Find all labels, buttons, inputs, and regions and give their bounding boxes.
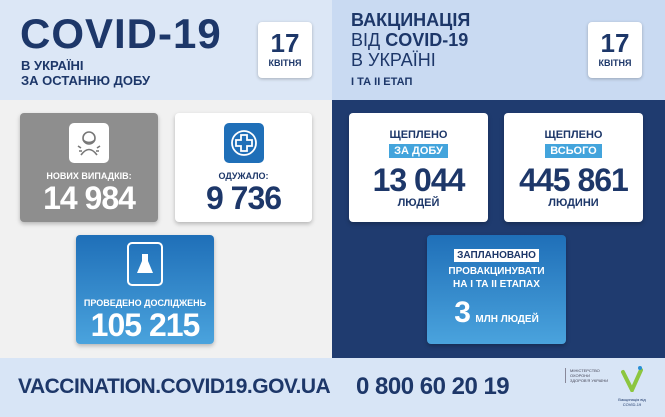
tests-value: 105 215 [90,307,201,343]
vacc-daily-card: ЩЕПЛЕНО ЗА ДОБУ 13 044 ЛЮДЕЙ [349,113,488,222]
date-day: 17 [600,28,630,58]
vacc-daily-label: ЩЕПЛЕНО [389,129,448,141]
date-badge-right: 17 КВІТНЯ [588,22,642,78]
vacc-planned-card: ЗАПЛАНОВАНО ПРОВАКЦИНУВАТИ НА І ТА ІІ ЕТ… [427,235,566,344]
vacc-planned-tag: ЗАПЛАНОВАНО [454,249,539,262]
subtitle-ukraine: В УКРАЇНІ [21,58,84,73]
new-cases-label: НОВИХ ВИПАДКІВ: [46,171,132,181]
vacc-daily-unit: ЛЮДЕЙ [397,197,440,209]
vacc-daily-value: 13 044 [372,162,466,198]
subtitle-last-day: ЗА ОСТАННЮ ДОБУ [21,73,151,88]
tests-card: ПРОВЕДЕНО ДОСЛІДЖЕНЬ 105 215 [76,235,214,344]
vacc-total-label: ЩЕПЛЕНО [544,129,603,141]
date-month: КВІТНЯ [268,58,302,68]
vaccination-v-icon [621,366,643,395]
vacc-total-tag: ВСЬОГО [545,144,602,158]
person-coughing-icon [69,123,109,163]
recovered-value: 9 736 [205,180,282,216]
tests-label: ПРОВЕДЕНО ДОСЛІДЖЕНЬ [83,298,207,308]
vaccination-logo: Вакцинація від COVID-19 [612,366,652,407]
ministry-logo-text: МІНІСТЕРСТВО ОХОРОНИ ЗДОРОВ'Я УКРАЇНИ [570,368,609,383]
date-day: 17 [270,28,300,58]
vacc-subtitle: ВІД COVID-19 [351,30,468,50]
vacc-title: ВАКЦИНАЦІЯ [351,10,471,30]
footer-phone[interactable]: 0 800 60 20 19 [356,373,510,400]
covid-title: COVID-19 [20,10,222,57]
vacc-from: ВІД [351,30,386,50]
flask-icon [127,242,163,286]
vaccination-logo-text: Вакцинація від COVID-19 [618,397,646,407]
vacc-stage: І ТА ІІ ЕТАП [351,76,413,88]
vacc-ukraine: В УКРАЇНІ [351,50,436,70]
vacc-daily-tag: ЗА ДОБУ [389,144,448,158]
vacc-planned-line1: ПРОВАКЦИНУВАТИ [448,266,545,277]
vacc-total-card: ЩЕПЛЕНО ВСЬОГО 445 861 ЛЮДИНИ [504,113,643,222]
date-month: КВІТНЯ [598,58,632,68]
vacc-planned-line2: НА І ТА ІІ ЕТАПАХ [453,279,540,290]
vacc-total-value: 445 861 [519,162,629,198]
footer-url[interactable]: VACCINATION.COVID19.GOV.UA [18,375,331,398]
medical-cross-icon [223,123,264,163]
vacc-total-unit: ЛЮДИНИ [548,197,599,209]
vacc-planned-value: 3 [454,296,471,329]
new-cases-value: 14 984 [43,180,136,216]
footer [0,358,665,417]
recovered-card: ОДУЖАЛО: 9 736 [175,113,312,222]
date-badge-left: 17 КВІТНЯ [258,22,312,78]
vacc-covid: COVID-19 [385,30,469,50]
new-cases-card: НОВИХ ВИПАДКІВ: 14 984 [20,113,158,222]
recovered-label: ОДУЖАЛО: [218,171,269,181]
ministry-logo: МІНІСТЕРСТВО ОХОРОНИ ЗДОРОВ'Я УКРАЇНИ [565,368,609,383]
vacc-planned-unit: МЛН ЛЮДЕЙ [475,314,539,325]
